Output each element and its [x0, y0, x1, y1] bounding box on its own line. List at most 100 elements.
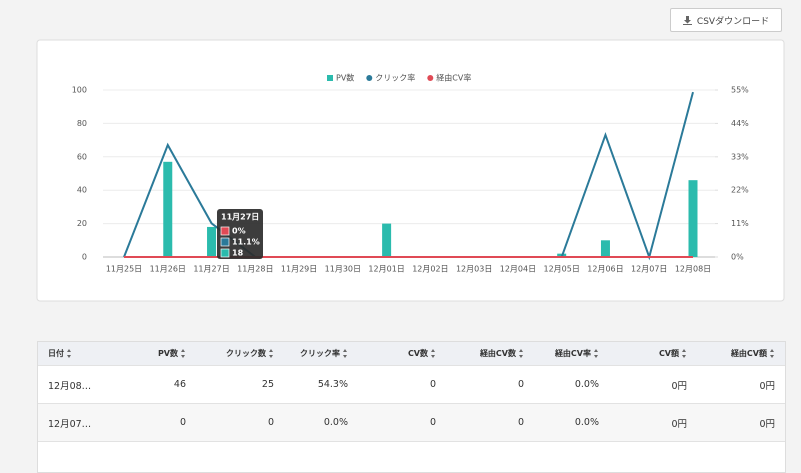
- table-cell: 46: [106, 366, 196, 404]
- column-header-label: 日付: [48, 349, 64, 358]
- x-tick-label: 12月01日: [368, 265, 404, 274]
- x-tick-label: 11月30日: [325, 265, 361, 274]
- tooltip-title: 11月27日: [221, 213, 259, 222]
- bar: [689, 180, 698, 257]
- column-header-label: 経由CV数: [480, 349, 516, 358]
- x-tick-label: 11月29日: [281, 265, 317, 274]
- bar: [601, 240, 610, 257]
- table-cell: 25: [196, 366, 284, 404]
- table-cell: 0.0%: [284, 404, 358, 442]
- tooltip-value: 18: [232, 249, 244, 258]
- column-header-label: 経由CV額: [731, 349, 767, 358]
- column-header[interactable]: 経由CV額: [697, 342, 785, 366]
- column-header-label: クリック数: [226, 349, 266, 358]
- column-header[interactable]: 日付: [38, 342, 106, 366]
- bar: [207, 227, 216, 257]
- table-card: 日付 PV数 クリック数 クリック率 CV数 経由CV数 経由CV率 CV額 経由CV額 12月…: [37, 341, 786, 473]
- y-tick-label: 60: [77, 152, 87, 161]
- tooltip-swatch: [221, 238, 229, 246]
- legend-label: クリック率: [375, 74, 415, 83]
- sort-icon: [519, 349, 524, 358]
- x-tick-label: 12月08日: [675, 265, 711, 274]
- table-cell: 0.0%: [534, 366, 609, 404]
- x-tick-label: 12月05日: [544, 265, 580, 274]
- sort-icon: [594, 349, 599, 358]
- column-header[interactable]: CV数: [358, 342, 446, 366]
- table-cell: 0: [196, 404, 284, 442]
- tooltip-swatch: [221, 227, 229, 235]
- table-cell: 0円: [697, 366, 785, 404]
- column-header[interactable]: 経由CV率: [534, 342, 609, 366]
- legend-label: PV数: [336, 73, 354, 83]
- table-cell: 0円: [697, 404, 785, 442]
- bar: [163, 162, 172, 257]
- y-tick-label: 80: [77, 119, 87, 128]
- table-cell: 0: [106, 404, 196, 442]
- x-tick-label: 11月27日: [193, 265, 229, 274]
- x-tick-label: 11月28日: [237, 265, 273, 274]
- x-tick-label: 12月03日: [456, 265, 492, 274]
- y-tick-label: 40: [77, 186, 87, 195]
- legend-swatch: [327, 75, 333, 81]
- sort-icon: [181, 349, 186, 358]
- x-tick-label: 12月06日: [587, 265, 623, 274]
- tooltip: 11月27日 0% 11.1% 18: [217, 209, 263, 259]
- table-cell: 0: [358, 366, 446, 404]
- y2-tick-label: 22%: [731, 186, 749, 195]
- column-header[interactable]: CV額: [609, 342, 697, 366]
- sort-icon: [269, 349, 274, 358]
- column-header[interactable]: PV数: [106, 342, 196, 366]
- column-header-label: 経由CV率: [555, 349, 591, 358]
- sort-icon: [682, 349, 687, 358]
- y2-tick-label: 11%: [731, 219, 749, 228]
- table-cell: 0円: [609, 404, 697, 442]
- y-tick-label: 100: [72, 86, 87, 95]
- table-cell: 54.3%: [284, 366, 358, 404]
- table-cell: 12月08…: [38, 366, 106, 404]
- y2-tick-label: 0%: [731, 253, 744, 262]
- table-cell: 0: [358, 404, 446, 442]
- page: html, body { margin: 0; padding: 0; } bo…: [0, 0, 801, 454]
- empty-cell: [38, 442, 785, 473]
- y-tick-label: 0: [82, 253, 87, 262]
- x-tick-label: 11月26日: [150, 265, 186, 274]
- x-tick-label: 11月25日: [106, 265, 142, 274]
- table-cell: 0: [446, 404, 534, 442]
- column-header-label: クリック率: [300, 349, 340, 358]
- sort-icon: [67, 349, 72, 358]
- table-cell: 0円: [609, 366, 697, 404]
- table-cell: 0.0%: [534, 404, 609, 442]
- table-row-partial: [38, 442, 785, 473]
- x-tick-label: 12月02日: [412, 265, 448, 274]
- column-header-label: PV数: [158, 349, 178, 358]
- tooltip-swatch: [221, 249, 229, 257]
- legend-swatch: [427, 75, 433, 81]
- table-cell: 12月07…: [38, 404, 106, 442]
- sort-icon: [343, 349, 348, 358]
- tooltip-value: 0%: [232, 227, 246, 236]
- column-header[interactable]: 経由CV数: [446, 342, 534, 366]
- y2-tick-label: 44%: [731, 119, 749, 128]
- x-tick-label: 12月07日: [631, 265, 667, 274]
- chart: 0 20 40 60 80 100 0% 11% 22% 33% 44% 55% 11月25日 11月26…: [0, 0, 801, 305]
- header-row: 日付 PV数 クリック数 クリック率 CV数 経由CV数 経由CV率 CV額 経由CV額: [38, 342, 785, 366]
- column-header[interactable]: クリック率: [284, 342, 358, 366]
- column-header[interactable]: クリック数: [196, 342, 284, 366]
- bar: [382, 224, 391, 257]
- sort-icon: [431, 349, 436, 358]
- y-tick-label: 20: [77, 219, 87, 228]
- column-header-label: CV数: [408, 349, 428, 358]
- sort-icon: [770, 349, 775, 358]
- y2-tick-label: 33%: [731, 152, 749, 161]
- data-table: 日付 PV数 クリック数 クリック率 CV数 経由CV数 経由CV率 CV額 経由CV額 12月…: [38, 342, 785, 473]
- table-cell: 0: [446, 366, 534, 404]
- tooltip-value: 11.1%: [232, 238, 260, 247]
- y2-tick-label: 55%: [731, 86, 749, 95]
- legend-label: 経由CV率: [436, 73, 471, 83]
- legend-swatch: [366, 75, 372, 81]
- x-tick-label: 12月04日: [500, 265, 536, 274]
